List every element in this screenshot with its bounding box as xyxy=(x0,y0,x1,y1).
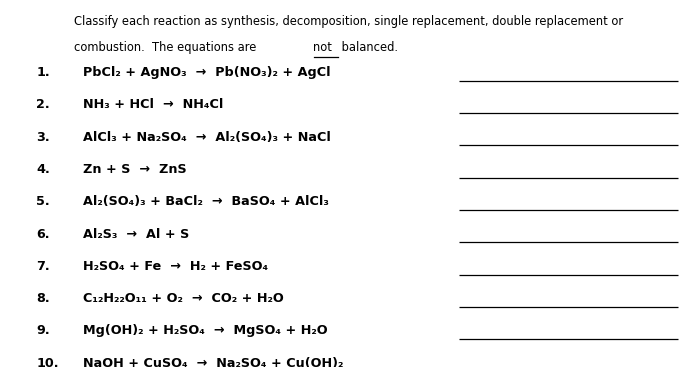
Text: Classify each reaction as synthesis, decomposition, single replacement, double r: Classify each reaction as synthesis, dec… xyxy=(74,15,622,28)
Text: not: not xyxy=(314,41,332,54)
Text: H₂SO₄ + Fe  →  H₂ + FeSO₄: H₂SO₄ + Fe → H₂ + FeSO₄ xyxy=(83,260,267,273)
Text: AlCl₃ + Na₂SO₄  →  Al₂(SO₄)₃ + NaCl: AlCl₃ + Na₂SO₄ → Al₂(SO₄)₃ + NaCl xyxy=(83,131,330,143)
Text: Al₂S₃  →  Al + S: Al₂S₃ → Al + S xyxy=(83,228,189,240)
Text: NH₃ + HCl  →  NH₄Cl: NH₃ + HCl → NH₄Cl xyxy=(83,98,223,111)
Text: 6.: 6. xyxy=(36,228,50,240)
Text: 8.: 8. xyxy=(36,292,50,305)
Text: 5.: 5. xyxy=(36,195,50,208)
Text: combustion.  The equations are: combustion. The equations are xyxy=(74,41,260,54)
Text: 2.: 2. xyxy=(36,98,50,111)
Text: Mg(OH)₂ + H₂SO₄  →  MgSO₄ + H₂O: Mg(OH)₂ + H₂SO₄ → MgSO₄ + H₂O xyxy=(83,324,327,337)
Text: PbCl₂ + AgNO₃  →  Pb(NO₃)₂ + AgCl: PbCl₂ + AgNO₃ → Pb(NO₃)₂ + AgCl xyxy=(83,66,330,79)
Text: NaOH + CuSO₄  →  Na₂SO₄ + Cu(OH)₂: NaOH + CuSO₄ → Na₂SO₄ + Cu(OH)₂ xyxy=(83,357,343,367)
Text: 7.: 7. xyxy=(36,260,50,273)
Text: 10.: 10. xyxy=(36,357,59,367)
Text: 1.: 1. xyxy=(36,66,50,79)
Text: C₁₂H₂₂O₁₁ + O₂  →  CO₂ + H₂O: C₁₂H₂₂O₁₁ + O₂ → CO₂ + H₂O xyxy=(83,292,284,305)
Text: balanced.: balanced. xyxy=(338,41,398,54)
Text: Zn + S  →  ZnS: Zn + S → ZnS xyxy=(83,163,186,176)
Text: Al₂(SO₄)₃ + BaCl₂  →  BaSO₄ + AlCl₃: Al₂(SO₄)₃ + BaCl₂ → BaSO₄ + AlCl₃ xyxy=(83,195,328,208)
Text: 3.: 3. xyxy=(36,131,50,143)
Text: 9.: 9. xyxy=(36,324,50,337)
Text: 4.: 4. xyxy=(36,163,50,176)
